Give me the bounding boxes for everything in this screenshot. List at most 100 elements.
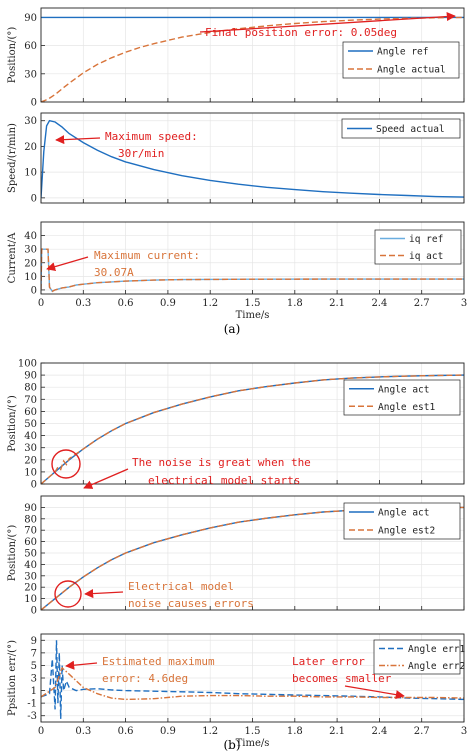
y-tick-label: 60 <box>24 41 37 52</box>
annotation-arrow <box>83 468 129 489</box>
y-tick-label: 90 <box>24 503 37 514</box>
legend-label: Angle err1 <box>408 644 465 655</box>
y-tick-label: 10 <box>24 594 37 605</box>
legend-label: Angle est1 <box>378 402 435 413</box>
subplot-3: 0 10 20 30 40 0 0.3 0.6 0.9 1.2 1.5 1.8 2.1 2.4 2.7 3 Ti… <box>7 221 467 321</box>
caption-b: (b) <box>223 738 240 752</box>
y-axis-label: Position/(°) <box>7 395 18 452</box>
annotation-text: Maximum current: <box>94 249 200 262</box>
y-tick-label: 0 <box>31 98 37 109</box>
x-tick-label: 0 <box>38 726 44 737</box>
annotation-text: noise causes errors <box>128 597 254 610</box>
annotation-text: Electrical model <box>128 580 234 593</box>
y-tick-label: 20 <box>24 258 37 269</box>
y-tick-label: 60 <box>24 537 37 548</box>
legend-label: iq act <box>409 251 443 262</box>
x-tick-label: 0 <box>38 298 44 309</box>
x-tick-label: 2.4 <box>371 726 387 737</box>
x-tick-label: 1.8 <box>287 726 303 737</box>
subplot-1: 0 30 60 90 Position/(°) Angle ref Angle actual… <box>7 7 465 109</box>
y-tick-label: 7 <box>31 648 37 659</box>
axes-box <box>40 221 465 295</box>
legend-box <box>342 41 460 79</box>
axes-box <box>40 362 465 485</box>
y-tick-label: 20 <box>24 455 37 466</box>
y-tick-label: 0 <box>31 606 37 617</box>
legend-label: Angle act <box>378 508 429 519</box>
y-tick-label: 0 <box>31 480 37 491</box>
y-tick-label: 90 <box>24 371 37 382</box>
annotation-text: The noise is great when the <box>132 456 311 469</box>
y-tick-label: -1 <box>27 699 37 710</box>
y-tick-label: 70 <box>24 395 37 406</box>
y-tick-label: 50 <box>24 549 37 560</box>
y-tick-label: 1 <box>31 686 37 697</box>
x-tick-label: 2.4 <box>371 298 387 309</box>
legend-box <box>341 118 461 139</box>
legend-label: iq ref <box>409 234 443 245</box>
annotation-text: 30r/min <box>118 147 164 160</box>
y-axis-label: Position/(°) <box>7 525 18 582</box>
y-tick-label: 0 <box>31 285 37 296</box>
x-tick-label: 3 <box>461 298 467 309</box>
y-axis-label: Ppsition err/(°) <box>7 640 18 716</box>
y-tick-label: 90 <box>24 13 37 24</box>
y-axis-label: Position/(°) <box>7 27 18 84</box>
legend-label: Angle err2 <box>408 661 465 672</box>
y-tick-label: 30 <box>24 116 37 127</box>
y-tick-label: 20 <box>24 583 37 594</box>
y-tick-label: 0 <box>31 193 37 204</box>
legend-label: Angle ref <box>377 47 428 58</box>
annotation-arrow <box>65 660 98 670</box>
x-tick-label: 0.6 <box>118 726 134 737</box>
y-tick-label: 20 <box>24 142 37 153</box>
y-tick-label: 100 <box>18 359 37 370</box>
legend-label: Angle est2 <box>378 526 435 537</box>
legend-label: Speed actual <box>376 124 445 135</box>
annotation-text: Final position error: 0.05deg <box>205 26 397 39</box>
caption-a: (a) <box>224 322 241 336</box>
x-tick-label: 1.5 <box>245 298 261 309</box>
y-axis-label: Current/A <box>7 232 18 283</box>
y-tick-label: 3 <box>31 674 37 685</box>
y-tick-label: 30 <box>24 571 37 582</box>
annotation-text: error: 4.6deg <box>102 672 188 685</box>
x-tick-label: 0.3 <box>75 726 91 737</box>
y-tick-label: 80 <box>24 383 37 394</box>
series-line-angle-actual <box>41 16 464 102</box>
highlight-circle <box>54 580 82 608</box>
legend-label: Angle act <box>378 384 429 395</box>
y-tick-label: 9 <box>31 636 37 647</box>
x-tick-label: 2.1 <box>329 298 345 309</box>
annotation-text: 30.07A <box>94 266 134 279</box>
annotation-text: electrical model starts <box>148 474 300 487</box>
y-tick-label: 30 <box>24 69 37 80</box>
y-tick-label: 30 <box>24 245 37 256</box>
y-tick-label: 80 <box>24 514 37 525</box>
annotation-arrow <box>46 256 89 272</box>
x-tick-label: 1.2 <box>202 298 218 309</box>
x-tick-label: 1.5 <box>245 726 261 737</box>
y-tick-label: 10 <box>24 168 37 179</box>
series-line-angle-err1 <box>41 640 464 719</box>
annotation-text: becomes smaller <box>292 672 392 685</box>
annotation-text: Maximum speed: <box>105 130 198 143</box>
legend-box <box>343 502 461 540</box>
x-tick-label: 0.9 <box>160 298 176 309</box>
y-axis-label: Speed/(r/min) <box>7 123 18 193</box>
legend-label: Angle actual <box>377 65 446 76</box>
annotation-arrow <box>344 685 405 700</box>
legend-box <box>374 229 462 265</box>
annotation-text: Later error <box>292 655 365 668</box>
y-tick-label: 10 <box>24 467 37 478</box>
subplot-2: 0 10 20 30 Speed/(r/min) Speed actual Maximum … <box>7 112 465 204</box>
y-tick-label: 10 <box>24 272 37 283</box>
y-tick-label: 40 <box>24 560 37 571</box>
annotation-arrow <box>199 11 456 33</box>
axes-box <box>40 112 465 204</box>
y-tick-label: 5 <box>31 661 37 672</box>
